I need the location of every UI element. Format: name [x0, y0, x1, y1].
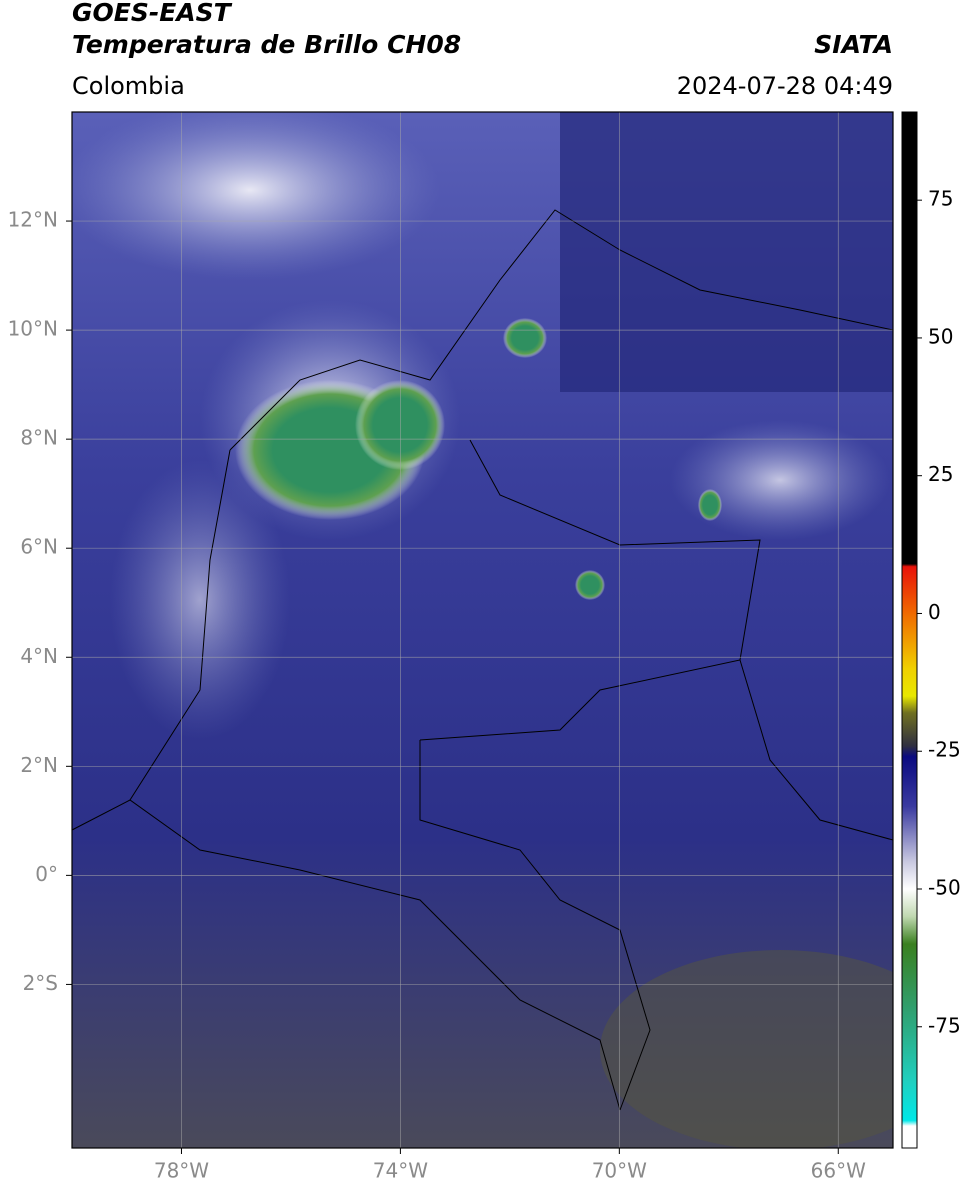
- colorbar-tick-label: -50: [928, 876, 961, 900]
- y-tick-label: 8°N: [20, 426, 58, 450]
- colorbar-tick-label: -75: [928, 1013, 961, 1037]
- datetime: 2024-07-28 04:49: [677, 72, 893, 100]
- satellite: GOES-EAST: [72, 0, 233, 27]
- product: Temperatura de Brillo CH08: [72, 30, 461, 59]
- colorbar-tick-label: 0: [928, 600, 941, 624]
- y-tick-label: 10°N: [8, 317, 58, 341]
- colorbar-tick-label: 25: [928, 462, 953, 486]
- colorbar-tick-label: 75: [928, 187, 953, 211]
- colorbar: [901, 111, 918, 1149]
- y-tick-label: 2°N: [20, 753, 58, 777]
- map-frame: [71, 111, 894, 1149]
- x-tick-label: 66°W: [811, 1159, 866, 1183]
- y-tick-label: 0°: [35, 862, 58, 886]
- x-tick-label: 74°W: [373, 1159, 428, 1183]
- y-tick-label: 6°N: [20, 535, 58, 559]
- source: SIATA: [814, 30, 893, 59]
- colorbar-tick-label: -25: [928, 738, 961, 762]
- colorbar-tick-label: 50: [928, 324, 953, 348]
- x-tick-label: 78°W: [154, 1159, 209, 1183]
- y-tick-label: 2°S: [23, 971, 58, 995]
- y-tick-label: 12°N: [8, 208, 58, 232]
- map-image: [72, 112, 893, 1148]
- y-tick-label: 4°N: [20, 644, 58, 668]
- x-tick-label: 70°W: [592, 1159, 647, 1183]
- region: Colombia: [72, 72, 185, 100]
